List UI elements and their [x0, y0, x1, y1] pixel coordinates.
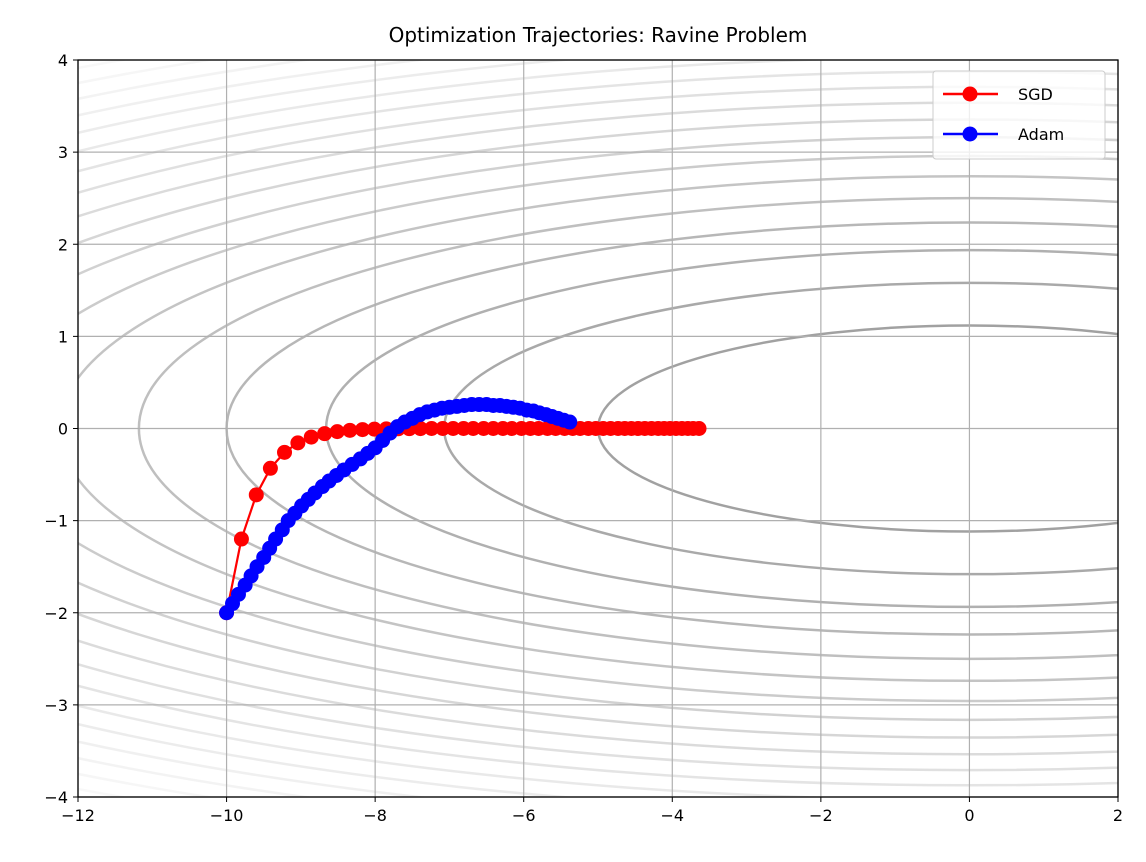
sgd-point	[342, 422, 358, 438]
y-tick-label: 4	[58, 51, 68, 70]
sgd-point	[412, 421, 428, 437]
x-tick-label: −4	[660, 806, 684, 825]
sgd-point	[445, 421, 461, 436]
y-tick-label: −2	[44, 604, 68, 623]
y-tick-label: 2	[58, 235, 68, 254]
sgd-point	[465, 421, 481, 436]
y-tick-label: 3	[58, 143, 68, 162]
sgd-point	[248, 487, 264, 503]
x-tick-label: −10	[210, 806, 244, 825]
x-tick-label: −12	[61, 806, 95, 825]
sgd-point	[317, 426, 333, 442]
x-tick-label: 2	[1113, 806, 1123, 825]
y-tick-label: −1	[44, 512, 68, 531]
x-tick-label: −8	[363, 806, 387, 825]
legend: SGD Adam	[932, 70, 1106, 160]
sgd-point	[262, 460, 278, 476]
x-tick-label: −2	[809, 806, 833, 825]
x-tick-label: 0	[964, 806, 974, 825]
sgd-point	[290, 435, 306, 451]
legend-marker-sgd	[962, 86, 978, 102]
y-tick-label: 1	[58, 327, 68, 346]
sgd-point	[424, 421, 440, 436]
sgd-point	[233, 531, 249, 547]
y-tick-label: −3	[44, 696, 68, 715]
adam-point	[562, 414, 578, 430]
x-tick-label: −6	[512, 806, 536, 825]
legend-marker-adam	[962, 126, 978, 142]
chart-title: Optimization Trajectories: Ravine Proble…	[389, 23, 808, 47]
legend-label-adam: Adam	[1018, 125, 1064, 144]
sgd-point	[366, 421, 382, 437]
legend-label-sgd: SGD	[1018, 85, 1053, 104]
sgd-point	[277, 444, 293, 460]
sgd-point	[435, 421, 451, 436]
sgd-point	[303, 429, 319, 445]
series-layer	[219, 397, 707, 621]
sgd-point	[355, 422, 371, 438]
y-tick-label: 0	[58, 420, 68, 439]
y-tick-label: −4	[44, 788, 68, 807]
sgd-point	[329, 424, 345, 440]
sgd-point	[691, 421, 707, 436]
